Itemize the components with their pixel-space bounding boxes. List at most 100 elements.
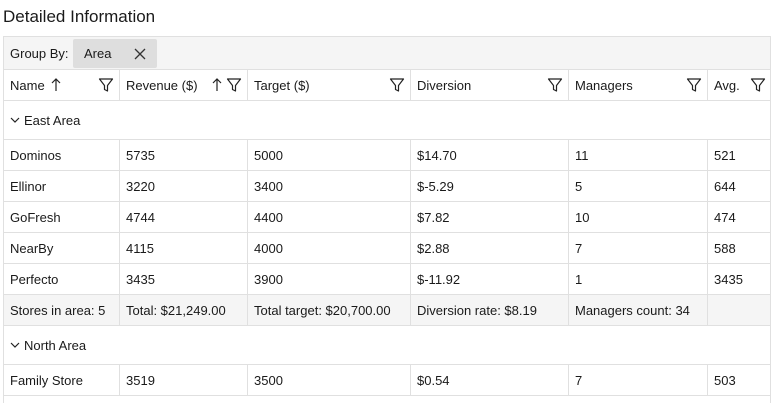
cell-target[interactable]: 3500 — [248, 365, 411, 395]
cell-revenue[interactable]: 3220 — [120, 171, 248, 201]
filter-icon[interactable] — [98, 77, 114, 93]
cell-diversion[interactable]: $0.54 — [411, 365, 569, 395]
filter-icon[interactable] — [686, 77, 702, 93]
cell-value: 10 — [575, 210, 590, 225]
cell-target[interactable]: 4000 — [248, 233, 411, 263]
cell-value: 5735 — [126, 148, 155, 163]
summary-value: Managers count: 34 — [575, 303, 690, 318]
cell-target[interactable]: 3900 — [248, 264, 411, 294]
cell-value: 7 — [575, 373, 583, 388]
cell-value: 3435 — [714, 272, 743, 287]
column-header-name[interactable]: Name — [4, 70, 120, 101]
sort-ascending-icon[interactable] — [51, 77, 61, 93]
group-summary-row: Stores in area: 5 Total: $21,249.00 Total … — [4, 295, 770, 326]
cell-avg[interactable]: 644 — [708, 171, 770, 201]
cell-value: 588 — [714, 241, 736, 256]
summary-name: Stores in area: 5 — [4, 295, 120, 325]
cell-managers[interactable]: 5 — [569, 171, 708, 201]
cell-name[interactable]: GoFresh — [4, 202, 120, 232]
cell-revenue[interactable]: 5735 — [120, 140, 248, 170]
filter-icon[interactable] — [547, 77, 563, 93]
cell-revenue[interactable]: 4115 — [120, 233, 248, 263]
column-header-managers[interactable]: Managers — [569, 70, 708, 101]
page-title: Detailed Information — [3, 7, 156, 26]
cell-avg[interactable]: 521 — [708, 140, 770, 170]
summary-avg — [708, 295, 770, 325]
cell-managers[interactable]: 10 — [569, 202, 708, 232]
cell-diversion[interactable]: $7.82 — [411, 202, 569, 232]
summary-managers: Managers count: 34 — [569, 295, 708, 325]
summary-value: Diversion rate: $8.19 — [417, 303, 537, 318]
cell-value: $-11.92 — [417, 272, 461, 287]
cell-name[interactable]: Dominos — [4, 140, 120, 170]
cell-name[interactable]: Ellinor — [4, 171, 120, 201]
cell-value: 3435 — [126, 272, 155, 287]
sort-ascending-icon[interactable] — [212, 77, 222, 93]
cell-avg[interactable]: 474 — [708, 202, 770, 232]
table-row[interactable]: Ellinor 3220 3400 $-5.29 5 644 — [4, 171, 770, 202]
cell-target[interactable]: 4400 — [248, 202, 411, 232]
cell-revenue[interactable]: 3519 — [120, 365, 248, 395]
cell-avg[interactable]: 3435 — [708, 264, 770, 294]
summary-value: Total: $21,249.00 — [126, 303, 226, 318]
close-icon[interactable] — [133, 47, 147, 61]
cell-value: 5 — [575, 179, 583, 194]
table-row[interactable]: GoFresh 4744 4400 $7.82 10 474 — [4, 202, 770, 233]
cell-value: 4400 — [254, 210, 283, 225]
cell-value: 3900 — [254, 272, 283, 287]
cell-managers[interactable]: 1 — [569, 264, 708, 294]
cell-managers[interactable]: 7 — [569, 365, 708, 395]
cell-diversion[interactable]: $2.88 — [411, 233, 569, 263]
summary-revenue: Total: $21,249.00 — [120, 295, 248, 325]
cell-value: 3500 — [254, 373, 283, 388]
cell-name[interactable]: Family Store — [4, 365, 120, 395]
chevron-down-icon[interactable] — [10, 341, 20, 349]
cell-avg[interactable]: 588 — [708, 233, 770, 263]
cell-value: Ellinor — [10, 179, 47, 194]
cell-value: $14.70 — [417, 148, 457, 163]
cell-target[interactable]: 3400 — [248, 171, 411, 201]
filter-icon[interactable] — [750, 77, 766, 93]
group-label: East Area — [24, 113, 81, 128]
column-header-label: Managers — [575, 78, 633, 93]
column-header-label: Diversion — [417, 78, 472, 93]
cell-avg[interactable]: 503 — [708, 365, 770, 395]
cell-value: 644 — [714, 179, 736, 194]
cell-managers[interactable]: 11 — [569, 140, 708, 170]
cell-value: 1 — [575, 272, 583, 287]
cell-revenue[interactable]: 3435 — [120, 264, 248, 294]
grid-header: Name Revenue ($) Target ($) Diversion Manage… — [4, 70, 770, 101]
cell-diversion[interactable]: $14.70 — [411, 140, 569, 170]
group-label: North Area — [24, 338, 87, 353]
filter-icon[interactable] — [389, 77, 405, 93]
table-row[interactable]: NearBy 4115 4000 $2.88 7 588 — [4, 233, 770, 264]
group-row[interactable]: North Area — [4, 326, 770, 365]
cell-diversion[interactable]: $-11.92 — [411, 264, 569, 294]
column-header-revenue[interactable]: Revenue ($) — [120, 70, 248, 101]
cell-revenue[interactable]: 4744 — [120, 202, 248, 232]
table-row[interactable]: Family Store 3519 3500 $0.54 7 503 — [4, 365, 770, 396]
group-row[interactable]: East Area — [4, 101, 770, 140]
group-by-label: Group By: — [10, 46, 69, 61]
table-row[interactable]: Perfecto 3435 3900 $-11.92 1 3435 — [4, 264, 770, 295]
cell-name[interactable]: Perfecto — [4, 264, 120, 294]
group-chip-area[interactable]: Area — [73, 39, 157, 68]
column-header-avg[interactable]: Avg. — [708, 70, 770, 101]
cell-value: 3220 — [126, 179, 155, 194]
group-chip-label: Area — [84, 46, 112, 61]
filter-icon[interactable] — [226, 77, 242, 93]
cell-name[interactable]: NearBy — [4, 233, 120, 263]
summary-diversion: Diversion rate: $8.19 — [411, 295, 569, 325]
cell-managers[interactable]: 7 — [569, 233, 708, 263]
cell-value: $0.54 — [417, 373, 450, 388]
cell-target[interactable]: 5000 — [248, 140, 411, 170]
column-header-diversion[interactable]: Diversion — [411, 70, 569, 101]
cell-value: 4115 — [126, 241, 154, 256]
cell-diversion[interactable]: $-5.29 — [411, 171, 569, 201]
chevron-down-icon[interactable] — [10, 116, 20, 124]
column-header-label: Avg. — [714, 78, 740, 93]
group-by-panel: Group By: Area — [4, 36, 770, 70]
column-header-target[interactable]: Target ($) — [248, 70, 411, 101]
cell-value: 3400 — [254, 179, 283, 194]
table-row[interactable]: Dominos 5735 5000 $14.70 11 521 — [4, 140, 770, 171]
